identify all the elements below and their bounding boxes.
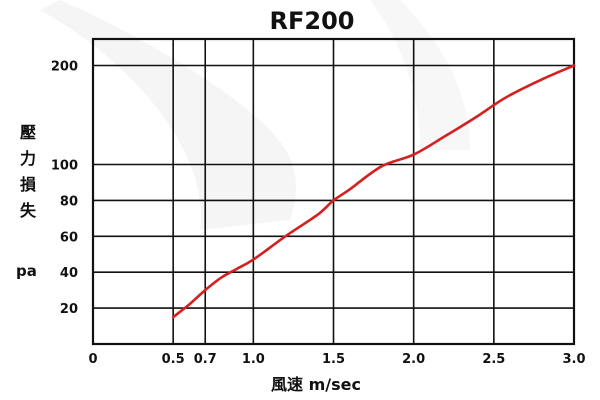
x-tick-label: 0 — [88, 352, 97, 367]
y-tick-label: 20 — [60, 302, 78, 317]
x-axis-label: 風速 m/sec — [271, 375, 361, 394]
y-tick-label: 200 — [51, 60, 78, 75]
x-tick-label: 1.0 — [242, 352, 265, 367]
y-axis-label: 壓 力 損 失 pa — [16, 123, 37, 280]
plot-frame — [91, 37, 576, 346]
chart-title: RF200 — [270, 7, 355, 35]
y-axis-label-char: 失 — [20, 201, 37, 220]
y-tick-label: 100 — [51, 159, 78, 174]
x-tick-label: 1.5 — [322, 352, 345, 367]
y-axis-unit: pa — [16, 262, 37, 280]
y-tick-label: 40 — [60, 266, 78, 281]
x-tick-label: 0.7 — [194, 352, 217, 367]
x-tick-label: 0.5 — [162, 352, 185, 367]
x-tick-label: 2.5 — [482, 352, 505, 367]
x-tick-label: 3.0 — [562, 352, 585, 367]
y-axis-label-char: 壓 — [20, 123, 36, 142]
y-axis-label-char: 損 — [20, 175, 37, 194]
y-tick-label: 80 — [60, 194, 78, 209]
y-tick-label: 60 — [60, 230, 78, 245]
background-watermark — [40, 0, 470, 230]
y-axis-ticks: 20 40 60 80 100 200 — [51, 60, 78, 318]
grid-lines — [93, 39, 574, 344]
y-axis-label-char: 力 — [20, 149, 36, 168]
series-layer — [171, 64, 576, 319]
series-line — [171, 64, 576, 319]
x-tick-label: 2.0 — [402, 352, 425, 367]
x-axis-ticks: 0 0.5 0.7 1.0 1.5 2.0 2.5 3.0 — [88, 352, 585, 367]
